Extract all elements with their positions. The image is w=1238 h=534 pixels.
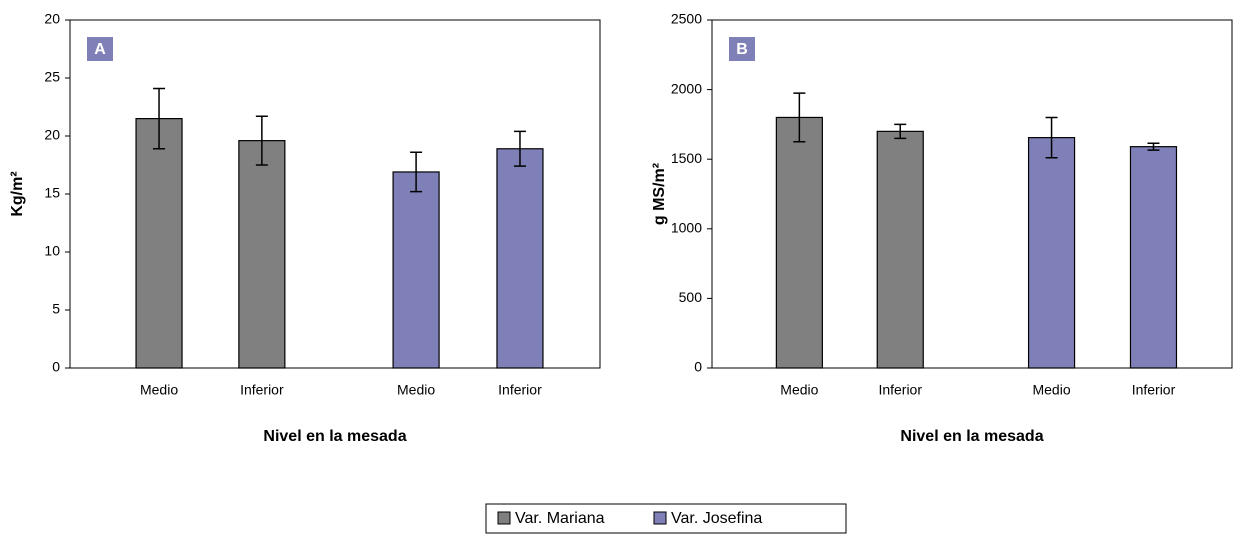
error-bar	[255, 115, 268, 166]
error-bar	[410, 151, 423, 193]
x-tick-label: Medio	[780, 382, 818, 398]
bar	[1129, 146, 1178, 369]
legend-label: Var. Josefina	[671, 510, 762, 527]
y-tick-label: 2000	[671, 80, 702, 96]
legend-label: Var. Mariana	[515, 510, 605, 527]
bar	[392, 171, 440, 369]
x-tick-label: Inferior	[240, 382, 284, 398]
error-bar	[894, 123, 907, 140]
y-tick-label: 1500	[671, 150, 702, 166]
panel-label: A	[94, 41, 106, 58]
panel-label: B	[736, 41, 748, 58]
plot-area	[711, 19, 1233, 369]
y-tick-label: 20	[44, 127, 60, 143]
y-tick-label: 20	[44, 11, 60, 27]
legend-swatch	[497, 511, 511, 525]
x-tick-label: Inferior	[498, 382, 542, 398]
panel-label-box	[729, 37, 755, 61]
x-tick-label: Medio	[397, 382, 435, 398]
y-tick-label: 0	[52, 359, 60, 375]
x-axis-title: Nivel en la mesada	[263, 428, 406, 445]
panel-label-box	[87, 37, 113, 61]
error-bar	[1045, 116, 1058, 159]
legend-swatch	[653, 511, 667, 525]
error-bar	[1147, 142, 1160, 151]
x-axis-title: Nivel en la mesada	[900, 428, 1043, 445]
bar	[1027, 137, 1076, 369]
y-tick-label: 0	[694, 359, 702, 375]
bar	[238, 140, 286, 369]
bar	[496, 148, 544, 369]
bar	[135, 117, 183, 369]
y-tick-label: 500	[679, 289, 703, 305]
bar	[775, 116, 823, 369]
x-tick-label: Inferior	[878, 382, 922, 398]
x-tick-label: Inferior	[1132, 382, 1176, 398]
error-bar	[513, 130, 526, 167]
y-tick-label: 2500	[671, 11, 702, 27]
bar	[876, 130, 924, 369]
y-tick-label: 10	[44, 243, 60, 259]
y-axis-title: g MS/m²	[651, 163, 668, 225]
y-tick-label: 1000	[671, 220, 702, 236]
error-bar	[153, 87, 166, 150]
y-tick-label: 15	[44, 185, 60, 201]
x-tick-label: Medio	[1032, 382, 1070, 398]
y-tick-label: 5	[52, 301, 60, 317]
y-tick-label: 25	[44, 69, 60, 85]
x-tick-label: Medio	[140, 382, 178, 398]
error-bar	[793, 92, 806, 143]
y-axis-title: Kg/m²	[9, 171, 26, 216]
